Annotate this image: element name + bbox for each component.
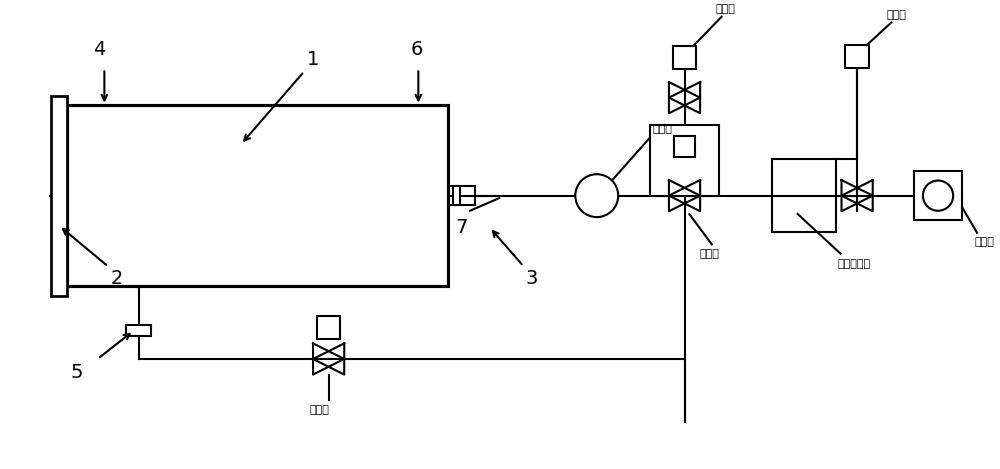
- Text: 真空阀: 真空阀: [716, 4, 736, 14]
- Text: 真空阀: 真空阀: [309, 405, 329, 415]
- Text: 7: 7: [455, 218, 468, 236]
- Text: 6: 6: [411, 40, 423, 59]
- Text: 1: 1: [307, 50, 320, 69]
- Circle shape: [575, 174, 618, 217]
- Text: 3: 3: [526, 269, 538, 288]
- Text: 5: 5: [70, 363, 83, 382]
- Bar: [673, 46, 696, 69]
- Bar: [317, 316, 340, 340]
- Text: 真空泵: 真空泵: [974, 236, 994, 247]
- Text: 2: 2: [110, 269, 123, 287]
- Text: 4: 4: [93, 40, 105, 59]
- Bar: [453, 186, 460, 205]
- Bar: [914, 171, 962, 220]
- Text: 真空计: 真空计: [652, 124, 672, 134]
- Bar: [126, 325, 151, 335]
- Bar: [772, 159, 836, 232]
- Text: 尾气处理罐: 尾气处理罐: [838, 259, 871, 270]
- Circle shape: [923, 181, 953, 211]
- Bar: [650, 125, 719, 196]
- Text: 真空阀: 真空阀: [699, 250, 719, 259]
- Bar: [674, 136, 695, 158]
- Bar: [67, 106, 448, 286]
- Bar: [51, 96, 67, 295]
- Text: 真空阀: 真空阀: [886, 10, 906, 20]
- Bar: [845, 45, 869, 68]
